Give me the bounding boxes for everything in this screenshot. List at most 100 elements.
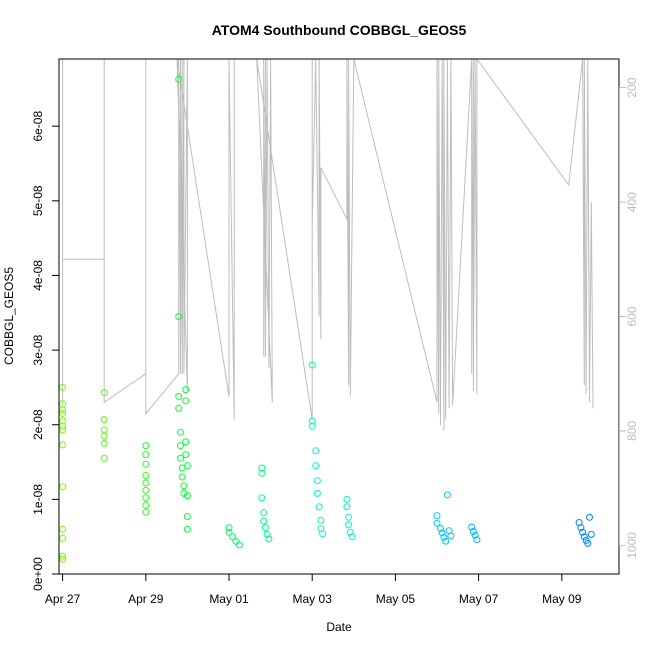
data-point bbox=[438, 529, 446, 537]
data-point bbox=[182, 451, 190, 459]
data-point bbox=[59, 417, 67, 425]
data-point bbox=[433, 519, 441, 527]
data-point bbox=[235, 541, 243, 549]
data-point bbox=[579, 528, 587, 536]
data-point bbox=[100, 454, 108, 462]
data-point bbox=[175, 313, 183, 320]
data-point bbox=[175, 392, 183, 400]
data-point bbox=[177, 442, 184, 450]
y-axis-label: COBBGL_GEOS5 bbox=[2, 267, 16, 365]
data-point bbox=[442, 537, 450, 545]
x-tick-label: May 07 bbox=[459, 592, 499, 606]
data-point bbox=[178, 473, 186, 481]
data-point bbox=[317, 516, 325, 524]
x-tick-label: May 03 bbox=[293, 592, 333, 606]
x-tick-label: Apr 27 bbox=[45, 592, 81, 606]
data-point bbox=[469, 528, 477, 535]
y-tick-label: 3e-08 bbox=[31, 334, 45, 365]
data-point bbox=[308, 417, 316, 425]
data-point bbox=[142, 494, 150, 502]
data-point bbox=[142, 479, 150, 487]
y-tick-label: 0e+00 bbox=[31, 557, 45, 591]
data-point bbox=[258, 494, 266, 502]
data-point bbox=[180, 482, 188, 490]
data-point bbox=[180, 489, 188, 497]
x-tick-label: May 01 bbox=[209, 592, 249, 606]
data-point bbox=[346, 528, 354, 536]
data-point bbox=[177, 454, 184, 462]
data-point bbox=[100, 389, 108, 397]
data-point bbox=[345, 513, 353, 521]
data-point bbox=[308, 361, 316, 369]
data-point bbox=[177, 428, 184, 436]
data-point bbox=[59, 383, 67, 391]
data-point bbox=[59, 410, 67, 417]
data-point bbox=[59, 555, 67, 563]
data-point bbox=[59, 525, 67, 533]
data-point bbox=[142, 508, 150, 516]
data-point bbox=[183, 462, 191, 470]
data-point bbox=[260, 509, 268, 517]
data-point bbox=[308, 422, 316, 430]
data-point bbox=[175, 75, 183, 83]
data-point bbox=[348, 533, 356, 541]
altitude-line bbox=[62, 59, 594, 431]
y2-tick-label: 400 bbox=[625, 192, 639, 212]
data-point bbox=[142, 460, 150, 468]
data-point bbox=[225, 528, 233, 536]
y2-tick-label: 600 bbox=[625, 306, 639, 326]
data-point bbox=[319, 530, 327, 538]
y-tick-label: 6e-08 bbox=[31, 111, 45, 142]
data-point bbox=[580, 533, 588, 541]
data-point bbox=[471, 531, 479, 539]
data-point bbox=[584, 539, 592, 547]
x-tick-label: May 09 bbox=[542, 592, 582, 606]
data-point bbox=[443, 491, 451, 499]
data-point bbox=[229, 533, 236, 541]
data-point bbox=[100, 426, 108, 434]
data-point bbox=[183, 513, 191, 520]
data-point bbox=[100, 432, 108, 440]
data-point bbox=[59, 534, 67, 542]
data-point bbox=[343, 503, 351, 511]
x-tick-label: May 05 bbox=[376, 592, 416, 606]
data-point bbox=[142, 472, 150, 479]
points-layer bbox=[59, 75, 595, 563]
data-point bbox=[142, 442, 150, 450]
data-point bbox=[473, 536, 481, 544]
y2-tick-label: 800 bbox=[625, 421, 639, 441]
data-point bbox=[59, 552, 67, 560]
y-tick-label: 2e-08 bbox=[31, 409, 45, 440]
data-point bbox=[258, 464, 266, 472]
y-axis: 0e+00 1e-08 2e-08 3e-08 4e-08 5e-08 6e-08 bbox=[31, 111, 59, 591]
data-point bbox=[225, 524, 233, 532]
y-tick-label: 1e-08 bbox=[31, 484, 45, 515]
chart-title: ATOM4 Southbound COBBGL_GEOS5 bbox=[212, 22, 467, 38]
data-point bbox=[182, 438, 190, 446]
data-point bbox=[437, 525, 444, 532]
data-point bbox=[258, 469, 266, 477]
data-point bbox=[263, 530, 271, 538]
data-point bbox=[468, 523, 476, 531]
data-point bbox=[100, 416, 108, 423]
data-point bbox=[313, 477, 321, 485]
data-point bbox=[587, 530, 595, 538]
data-point bbox=[313, 489, 321, 497]
y-tick-label: 5e-08 bbox=[31, 185, 45, 216]
data-point bbox=[182, 397, 190, 405]
data-point bbox=[59, 483, 67, 491]
data-point bbox=[312, 462, 320, 470]
data-point bbox=[142, 486, 150, 494]
data-point bbox=[440, 533, 448, 541]
altitude-trace bbox=[62, 59, 594, 431]
data-point bbox=[59, 406, 67, 414]
data-point bbox=[315, 503, 323, 511]
data-point bbox=[59, 441, 67, 449]
x-axis: Apr 27 Apr 29 May 01 May 03 May 05 May 07 May … bbox=[45, 573, 582, 606]
y2-axis: 200 400 600 800 1000 bbox=[619, 77, 639, 559]
data-point bbox=[265, 535, 273, 543]
data-point bbox=[182, 386, 190, 394]
data-point bbox=[577, 524, 585, 532]
data-point bbox=[433, 512, 441, 520]
